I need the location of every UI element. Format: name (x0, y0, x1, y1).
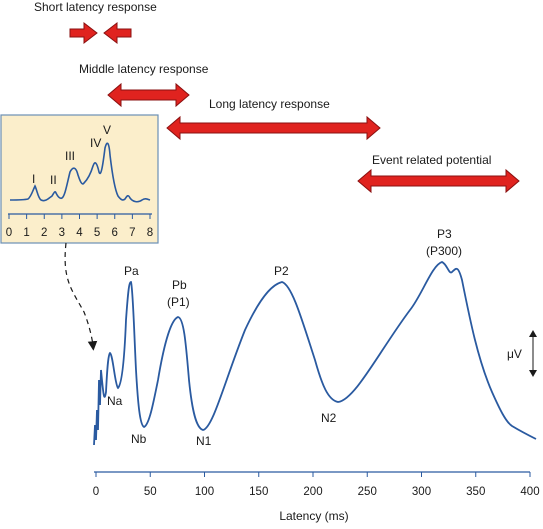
latency-tick-label: 350 (466, 486, 485, 498)
event-related-arrow (357, 168, 520, 194)
peak-label-p2: P2 (274, 264, 289, 278)
main-waveform (93, 261, 537, 446)
peak-label-p300: (P300) (426, 244, 462, 258)
abr-waveform (9, 142, 151, 203)
event-related-label: Event related potential (372, 153, 491, 167)
amplitude-scale-arrow (529, 330, 537, 377)
peak-label-nb: Nb (131, 432, 147, 446)
inset-connector (64, 242, 98, 351)
inset-tick-label: 4 (76, 227, 83, 239)
wave-label-v: V (103, 123, 111, 137)
short-latency-label: Short latency response (34, 0, 157, 14)
latency-tick-label: 50 (144, 486, 157, 498)
inset-tick-label: 8 (147, 227, 153, 239)
peak-label-p1: (P1) (167, 295, 190, 309)
middle-latency-arrow (107, 82, 190, 108)
long-latency-label: Long latency response (209, 97, 330, 111)
peak-label-pb: Pb (172, 278, 187, 292)
peak-label-p3: P3 (437, 227, 452, 241)
wave-label-ii: II (50, 173, 57, 187)
inset-tick-label: 6 (112, 227, 118, 239)
peak-label-na: Na (107, 394, 123, 408)
latency-tick-label: 150 (249, 486, 268, 498)
long-latency-arrow (166, 115, 381, 141)
latency-tick-label: 400 (520, 486, 539, 498)
latency-tick-label: 0 (93, 486, 99, 498)
short-latency-arrows (69, 21, 132, 45)
inset-tick-label: 5 (94, 227, 100, 239)
wave-label-i: I (32, 172, 35, 186)
inset-tick-label: 2 (41, 227, 47, 239)
peak-label-pa: Pa (124, 264, 139, 278)
wave-label-iii: III (65, 149, 75, 163)
amplitude-label: μV (507, 347, 522, 361)
inset-tick-label: 0 (6, 227, 12, 239)
peak-label-n2: N2 (321, 411, 337, 425)
peak-label-n1: N1 (196, 434, 212, 448)
middle-latency-label: Middle latency response (79, 62, 209, 76)
latency-axis-title: Latency (ms) (279, 509, 348, 523)
latency-tick-label: 100 (195, 486, 214, 498)
latency-ticks: 0 50 100 150 200 250 300 350 400 (93, 472, 540, 498)
inset-tick-label: 7 (129, 227, 135, 239)
latency-tick-label: 200 (303, 486, 322, 498)
latency-tick-label: 250 (358, 486, 377, 498)
wave-label-iv: IV (90, 136, 101, 150)
latency-tick-label: 300 (412, 486, 431, 498)
inset-tick-label: 3 (59, 227, 65, 239)
inset-tick-label: 1 (23, 227, 29, 239)
